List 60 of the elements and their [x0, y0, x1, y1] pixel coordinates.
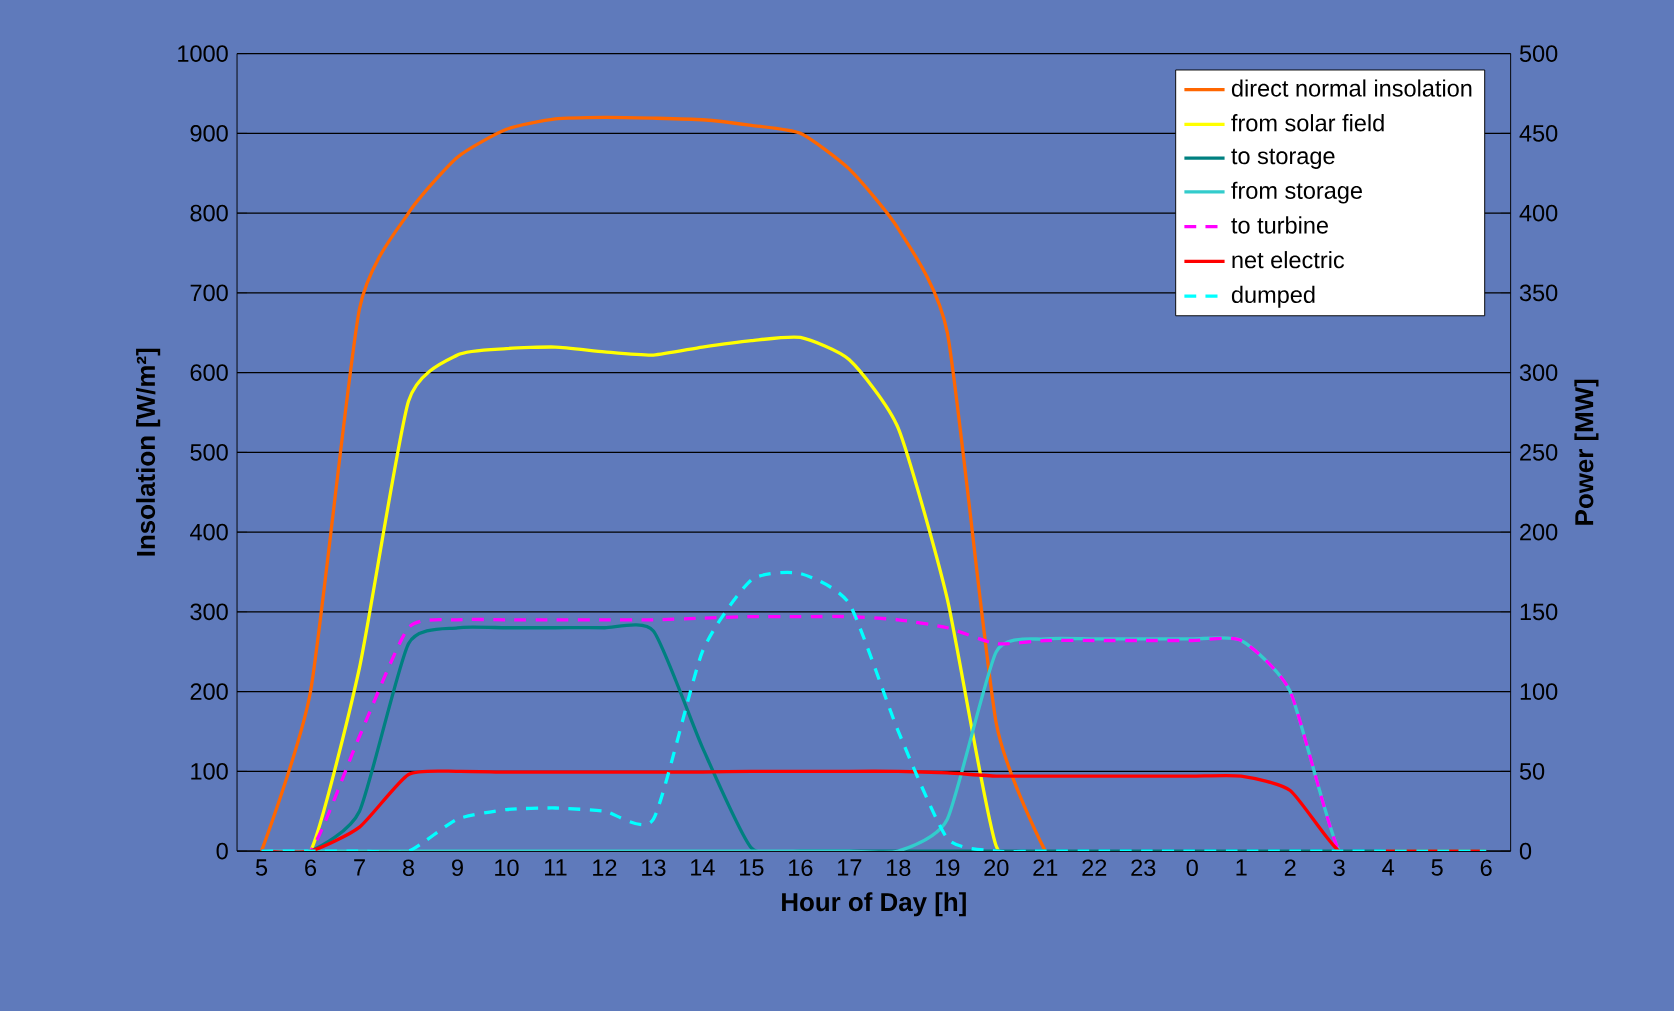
y-tick-label: 600: [190, 364, 228, 381]
legend-label: net electric: [1232, 251, 1345, 269]
y-axis-title: Insolation [W/m²]: [136, 348, 161, 556]
y-tick-label: 700: [190, 284, 228, 302]
y2-tick-label: 450: [1519, 124, 1558, 142]
legend-label: from solar field: [1231, 114, 1384, 132]
x-tick-label: 19: [936, 859, 960, 876]
y2-tick-label: 0: [1519, 842, 1532, 860]
x-tick-label: 4: [1382, 859, 1395, 876]
x-tick-label: 13: [642, 859, 666, 876]
y2-tick-label: 300: [1519, 364, 1558, 381]
y2-axis-title: Power [MW]: [1574, 379, 1599, 525]
x-tick-label: 9: [452, 859, 463, 876]
x-tick-label: 1: [1236, 859, 1247, 876]
y-tick-label: 0: [216, 842, 228, 860]
x-tick-label: 17: [838, 859, 862, 876]
y2-tick-label: 250: [1520, 443, 1558, 461]
x-tick-label: 10: [495, 859, 519, 876]
y-tick-label: 500: [190, 443, 228, 461]
y-tick-label: 900: [190, 124, 228, 142]
x-tick-label: 6: [1480, 859, 1492, 876]
y2-tick-label: 400: [1519, 204, 1558, 222]
y-tick-label: 100: [191, 762, 228, 780]
y2-tick-label: 500: [1519, 45, 1558, 62]
x-tick-label: 21: [1033, 859, 1058, 876]
y2-tick-label: 200: [1520, 523, 1558, 541]
y2-tick-label: 100: [1520, 683, 1558, 700]
legend-label: dumped: [1231, 285, 1315, 308]
legend-label: to turbine: [1231, 216, 1328, 234]
y-tick-label: 800: [190, 204, 228, 222]
line-series: [259, 115, 1047, 852]
x-tick-label: 6: [305, 859, 317, 876]
x-tick-label: 12: [593, 859, 617, 876]
y-tick-label: 1000: [178, 45, 228, 62]
x-tick-label: 14: [691, 859, 715, 876]
y2-tick-label: 350: [1519, 284, 1558, 302]
legend-label: from storage: [1231, 181, 1362, 204]
y-tick-label: 300: [190, 603, 228, 621]
x-tick-label: 5: [1431, 859, 1443, 876]
x-tick-label: 7: [354, 859, 365, 876]
x-tick-label: 2: [1284, 859, 1296, 876]
y2-tick-label: 50: [1519, 762, 1545, 780]
x-tick-label: 16: [789, 859, 813, 876]
x-tick-label: 15: [740, 859, 764, 876]
x-tick-label: 20: [984, 859, 1009, 876]
y-tick-label: 200: [190, 683, 228, 700]
legend-label: direct normal insolation: [1231, 79, 1472, 97]
line-series: [259, 570, 1488, 852]
x-tick-label: 11: [545, 859, 567, 876]
x-axis-title: Hour of Day [h]: [782, 892, 966, 917]
x-tick-label: 3: [1333, 859, 1345, 876]
x-tick-label: 18: [887, 859, 911, 876]
x-tick-label: 5: [255, 859, 268, 876]
x-tick-label: 23: [1131, 859, 1156, 876]
x-tick-label: 0: [1186, 859, 1198, 876]
y2-tick-label: 150: [1520, 603, 1558, 621]
x-tick-label: 22: [1082, 859, 1107, 876]
legend-label: to storage: [1231, 148, 1335, 169]
x-tick-label: 8: [402, 859, 415, 876]
y-tick-label: 400: [190, 523, 228, 541]
